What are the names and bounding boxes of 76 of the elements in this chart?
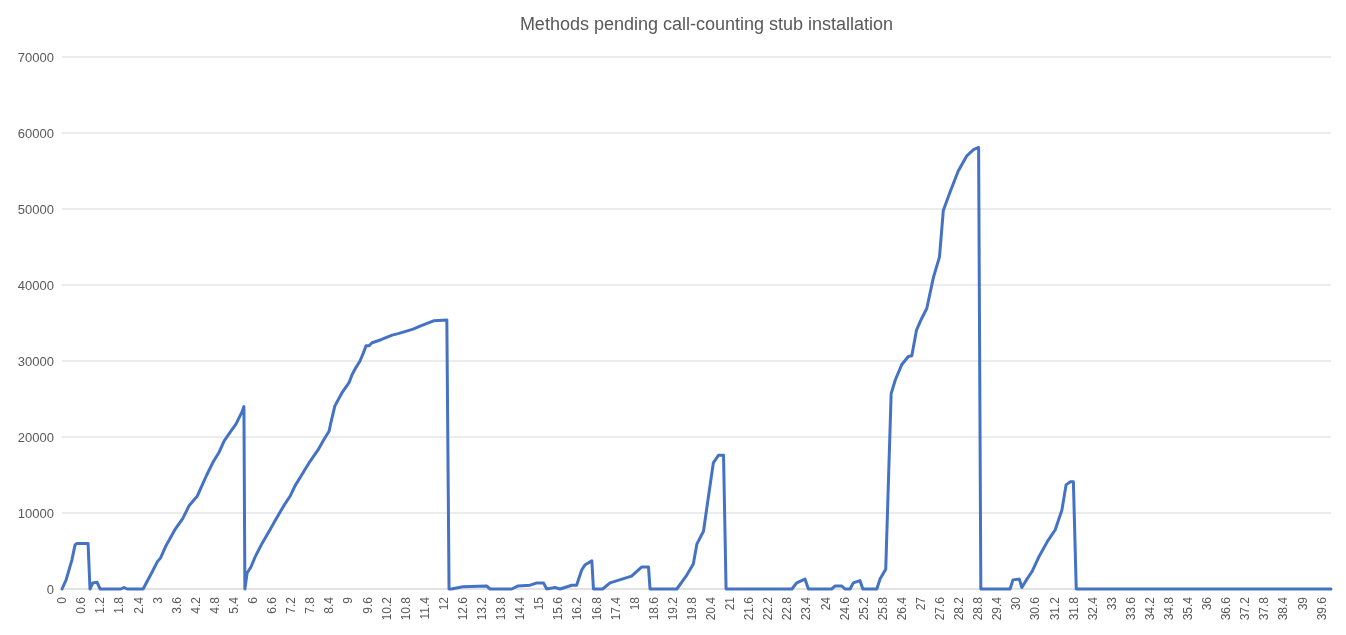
x-tick-label: 7.8 [303,596,318,614]
x-tick-label: 28.8 [971,596,986,621]
x-tick-label: 22.8 [780,596,795,621]
x-tick-label: 0 [55,596,70,604]
x-tick-label: 30 [1009,596,1024,611]
x-tick-label: 36.6 [1219,596,1234,621]
x-tick-label: 34.2 [1142,596,1157,621]
x-tick-label: 19.8 [684,596,699,621]
x-tick-label: 24.6 [837,596,852,621]
x-tick-label: 35.4 [1181,596,1196,621]
x-tick-label: 9 [341,596,356,604]
x-tick-label: 15 [532,596,547,611]
x-tick-label: 20.4 [704,596,719,621]
x-tick-label: 10.8 [398,596,413,621]
x-tick-label: 13.2 [475,596,490,621]
x-tick-label: 4.2 [188,596,203,614]
x-tick-label: 5.4 [226,596,241,614]
x-tick-label: 24 [818,596,833,611]
y-tick-label: 30000 [17,353,54,369]
chart-title: Methods pending call-counting stub installation [519,14,894,34]
y-tick-label: 10000 [17,505,54,521]
x-tick-label: 29.4 [990,596,1005,621]
x-tick-label: 0.6 [74,596,89,614]
x-tick-label: 17.4 [608,596,623,621]
x-tick-label: 3.6 [169,596,184,614]
y-tick-label: 70000 [17,49,54,65]
x-tick-label: 11.4 [417,596,432,620]
x-tick-label: 32.4 [1085,596,1100,621]
x-tick-label: 25.2 [856,596,871,621]
x-tick-label: 25.8 [875,596,890,621]
x-tick-label: 6.6 [265,596,280,614]
x-tick-label: 15.6 [551,596,566,621]
x-tick-label: 31.8 [1066,596,1081,621]
x-tick-label: 22.2 [761,596,776,621]
x-tick-label: 39 [1295,596,1310,611]
x-tick-label: 18 [627,596,642,611]
x-tick-label: 33.6 [1123,596,1138,621]
y-tick-label: 50000 [17,201,54,217]
x-tick-label: 7.2 [284,596,299,614]
x-tick-label: 34.8 [1162,596,1176,621]
x-tick-label: 1.8 [112,596,127,614]
x-tick-label: 31.2 [1047,596,1062,621]
x-tick-label: 16.8 [589,596,604,621]
x-tick-label: 13.8 [494,596,509,621]
line-series [60,145,1333,591]
x-tick-label: 37.2 [1238,596,1253,621]
x-tick-label: 16.2 [570,596,585,621]
x-tick-label: 27 [913,596,928,611]
x-tick-label: 9.6 [360,596,375,614]
x-tick-label: 8.4 [322,596,337,614]
x-tick-label: 21.6 [742,596,757,621]
x-tick-label: 19.2 [665,596,680,621]
x-tick-label: 38.4 [1276,596,1291,621]
y-tick-label: 60000 [17,125,54,141]
x-tick-label: 33 [1104,596,1119,611]
x-tick-label: 12.6 [455,596,470,621]
x-tick-label: 12 [436,596,451,611]
x-tick-label: 27.6 [933,596,947,621]
x-tick-label: 21 [723,596,738,611]
x-tick-label: 3 [150,596,165,604]
x-tick-label: 30.6 [1028,596,1043,621]
x-tick-label: 18.6 [646,596,661,621]
x-tick-label: 26.4 [894,596,909,621]
x-tick-label: 10.2 [379,596,394,621]
x-tick-label: 14.4 [513,596,528,621]
x-tick-label: 39.6 [1314,596,1329,621]
x-tick-label: 6 [246,596,261,604]
x-tick-label: 37.8 [1257,596,1272,621]
y-tick-label: 20000 [17,429,54,445]
x-tick-label: 1.2 [93,596,108,614]
x-tick-label: 23.4 [799,596,814,621]
x-tick-label: 28.2 [952,596,967,621]
x-tick-label: 2.4 [131,596,146,614]
x-tick-label: 36 [1200,596,1215,611]
x-tick-label: 4.8 [207,596,222,614]
y-tick-label: 40000 [17,277,54,293]
